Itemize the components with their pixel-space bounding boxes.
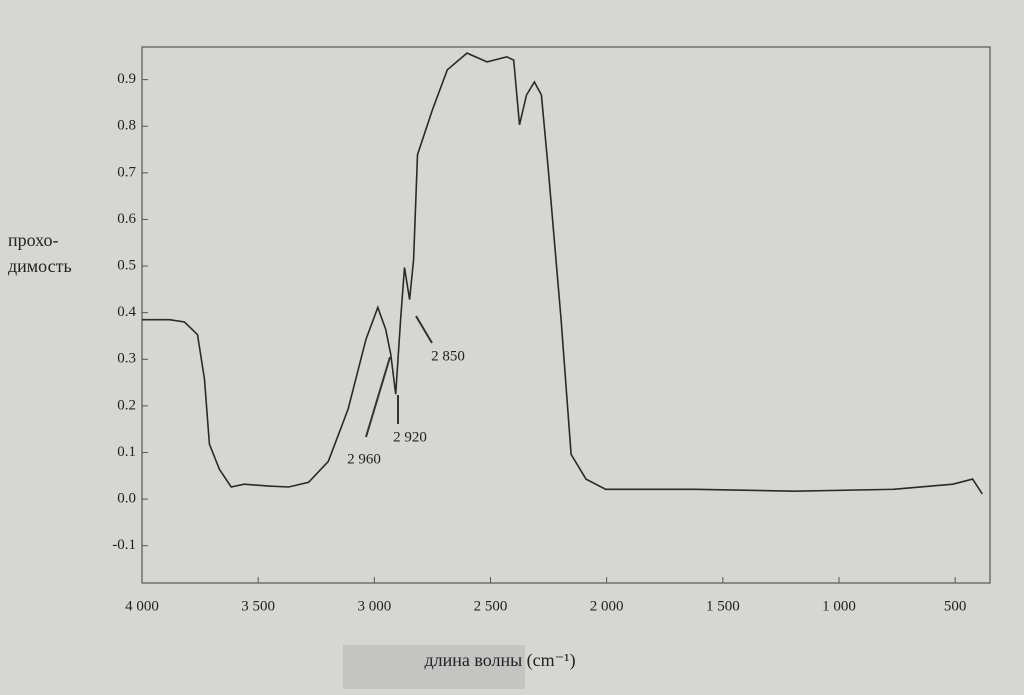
y-tick-label: 0.5 [117,257,136,273]
label-shade [343,645,525,689]
y-axis-label: димость [8,256,72,276]
y-tick-label: -0.1 [112,537,136,553]
y-tick-label: 0.7 [117,164,136,180]
annotation-leader [365,356,391,438]
y-tick-label: 0.6 [117,211,136,227]
plot-frame [141,46,991,584]
y-tick-label: 0.2 [117,397,136,413]
y-tick-label: 0.4 [117,304,136,320]
annotation: 2 920 [393,429,427,445]
y-tick-label: 0.8 [117,118,136,134]
y-tick-label: 0.0 [117,491,136,507]
x-tick-label: 2 500 [474,598,508,614]
annotation: 2 960 [347,451,381,467]
x-tick-label: 2 000 [590,598,624,614]
y-axis-label: прохо- [8,230,59,250]
annotation-leader [415,315,433,344]
y-tick-label: 0.1 [117,444,136,460]
x-tick-label: 3 000 [357,598,391,614]
x-tick-label: 1 500 [706,598,740,614]
x-tick-label: 3 500 [241,598,275,614]
x-tick-label: 500 [944,598,967,614]
x-tick-label: 4 000 [125,598,159,614]
x-axis-label: длина волны (cm⁻¹) [424,650,575,671]
spectrum-line [142,52,983,495]
x-tick-label: 1 000 [822,598,856,614]
y-tick-label: 0.9 [117,71,136,87]
annotation: 2 850 [431,348,465,364]
y-tick-label: 0.3 [117,351,136,367]
